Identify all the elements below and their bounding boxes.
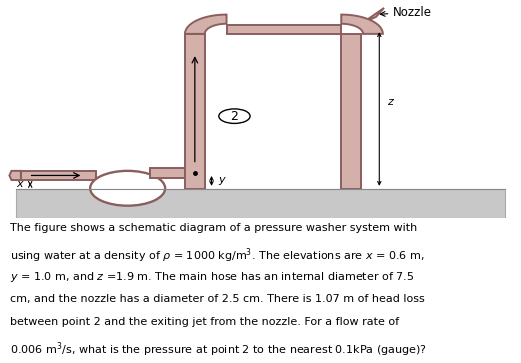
Bar [227, 25, 341, 34]
Text: cm, and the nozzle has a diameter of 2.5 cm. There is 1.07 m of head loss: cm, and the nozzle has a diameter of 2.5… [10, 294, 425, 303]
Text: $z$: $z$ [387, 97, 395, 107]
Text: between point 2 and the exiting jet from the nozzle. For a flow rate of: between point 2 and the exiting jet from… [10, 317, 400, 327]
Bar [341, 34, 361, 189]
Bar [21, 171, 96, 180]
Bar [16, 189, 505, 218]
Text: using water at a density of $\rho$ = 1000 kg/m$^3$. The elevations are $x$ = 0.6: using water at a density of $\rho$ = 100… [10, 246, 425, 265]
Bar [150, 168, 185, 178]
Text: 0.006 m$^3$/s, what is the pressure at point 2 to the nearest 0.1kPa (gauge)?: 0.006 m$^3$/s, what is the pressure at p… [10, 341, 427, 359]
Polygon shape [341, 15, 383, 34]
Text: $y$: $y$ [218, 175, 228, 187]
Text: 2: 2 [230, 110, 239, 123]
Text: $y$ = 1.0 m, and $z$ =1.9 m. The main hose has an internal diameter of 7.5: $y$ = 1.0 m, and $z$ =1.9 m. The main ho… [10, 270, 415, 284]
Text: $x$: $x$ [16, 179, 26, 189]
Polygon shape [185, 15, 227, 34]
Polygon shape [9, 171, 21, 180]
Circle shape [219, 109, 250, 123]
Text: The figure shows a schematic diagram of a pressure washer system with: The figure shows a schematic diagram of … [10, 223, 418, 233]
Text: Nozzle: Nozzle [380, 6, 432, 19]
Polygon shape [355, 8, 384, 26]
Circle shape [90, 171, 165, 206]
Bar [185, 34, 205, 189]
